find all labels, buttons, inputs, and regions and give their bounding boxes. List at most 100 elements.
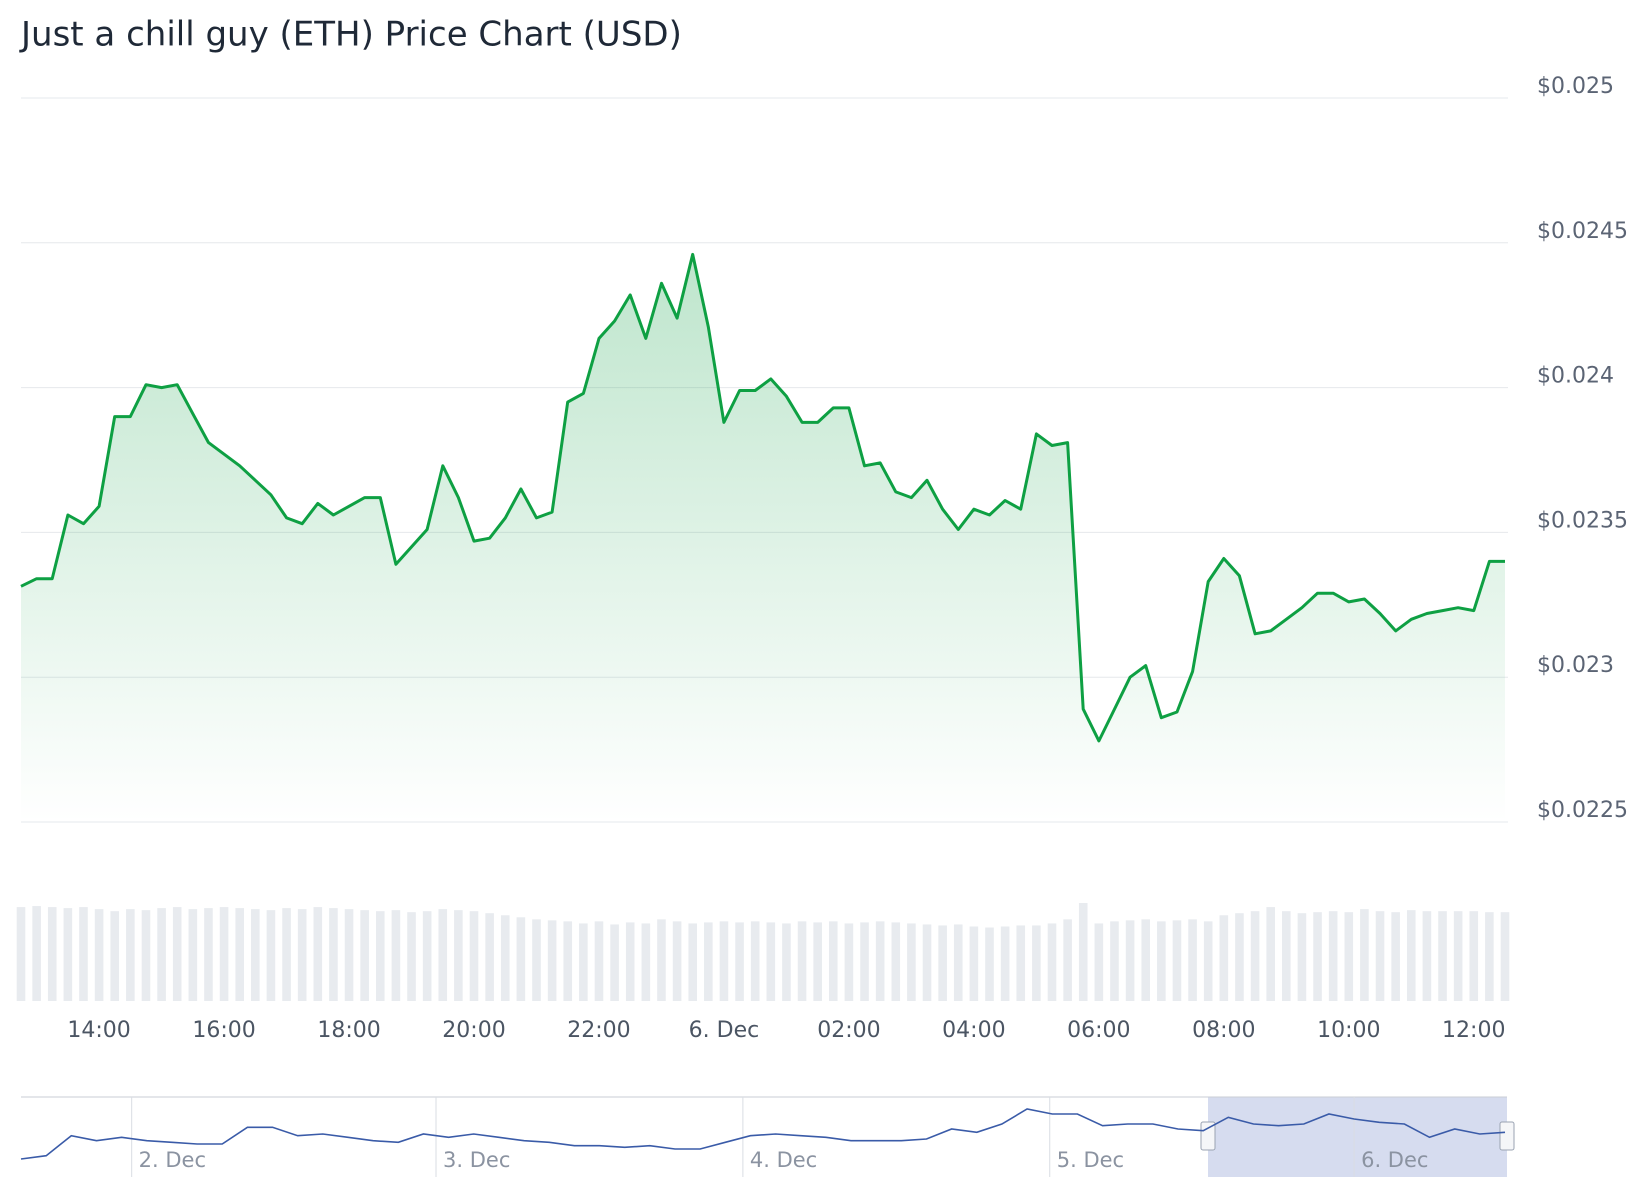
chart-title: Just a chill guy (ETH) Price Chart (USD) xyxy=(19,15,682,55)
volume-bar xyxy=(375,911,385,1001)
volume-bar xyxy=(1469,911,1479,1001)
volume-bar xyxy=(126,909,135,1001)
volume-bar xyxy=(1032,925,1041,1001)
volume-bar xyxy=(1157,921,1166,1001)
volume-bar xyxy=(454,910,463,1001)
navigator-tick-label: 5. Dec xyxy=(1057,1148,1124,1172)
volume-bar xyxy=(172,907,182,1001)
volume-bar xyxy=(719,921,729,1001)
volume-bar xyxy=(79,907,88,1001)
x-tick-label: 20:00 xyxy=(442,1018,505,1043)
x-tick-label: 18:00 xyxy=(317,1018,380,1043)
volume-bar xyxy=(1172,920,1182,1001)
volume-bar xyxy=(485,913,494,1001)
volume-bar xyxy=(813,922,822,1001)
volume-bar xyxy=(750,921,760,1001)
volume-bar xyxy=(891,922,901,1001)
volume-bar xyxy=(32,906,41,1001)
volume-bar xyxy=(1313,912,1322,1001)
volume-bar xyxy=(1235,913,1244,1001)
volume-bar xyxy=(360,910,369,1001)
volume-bar xyxy=(1094,923,1104,1001)
x-tick-label: 22:00 xyxy=(567,1018,630,1043)
x-tick-label: 08:00 xyxy=(1192,1018,1255,1043)
volume-bar xyxy=(594,921,604,1001)
volume-bar xyxy=(1391,912,1400,1001)
volume-bar xyxy=(407,912,416,1001)
volume-bar xyxy=(828,921,838,1001)
volume-bar xyxy=(1250,911,1260,1001)
navigator-handle[interactable] xyxy=(1499,1121,1515,1151)
volume-bar xyxy=(1203,921,1213,1001)
navigator-tick-label: 2. Dec xyxy=(139,1148,206,1172)
volume-bar xyxy=(1297,913,1307,1001)
volume-bar xyxy=(579,923,588,1001)
x-tick-label: 14:00 xyxy=(67,1018,130,1043)
volume-bar xyxy=(938,925,947,1001)
volume-bar xyxy=(313,907,323,1001)
volume-bar xyxy=(704,922,713,1001)
volume-bar xyxy=(1219,915,1229,1001)
volume-bar xyxy=(344,909,354,1001)
navigator-line xyxy=(20,1108,1506,1160)
volume-bar xyxy=(94,909,104,1001)
y-tick-label: $0.025 xyxy=(1537,74,1614,99)
volume-bar xyxy=(422,911,432,1001)
volume-bar xyxy=(766,922,776,1001)
volume-bar xyxy=(297,909,307,1001)
volume-bar xyxy=(47,907,57,1001)
volume-bar xyxy=(1422,911,1432,1001)
volume-bar xyxy=(1063,919,1072,1001)
volume-bar xyxy=(110,911,120,1001)
volume-bar xyxy=(1438,911,1447,1001)
volume-bar xyxy=(875,921,885,1001)
navigator-selection xyxy=(1208,1097,1507,1177)
volume-bar xyxy=(235,908,244,1001)
volume-bar xyxy=(204,908,213,1001)
navigator-handle[interactable] xyxy=(1200,1121,1216,1151)
volume-bar xyxy=(1000,926,1010,1001)
volume-bar xyxy=(907,923,916,1001)
volume-bar xyxy=(1047,923,1057,1001)
volume-bar xyxy=(922,924,932,1001)
volume-bar xyxy=(469,911,479,1001)
volume-bar xyxy=(953,924,963,1001)
volume-bar xyxy=(1078,903,1088,1001)
volume-bar xyxy=(1344,912,1354,1001)
area-fill xyxy=(21,254,1505,822)
volume-bar xyxy=(672,921,682,1001)
volume-bar xyxy=(157,908,166,1001)
volume-bar xyxy=(1141,919,1151,1001)
volume-bar xyxy=(797,921,807,1001)
volume-bar xyxy=(688,923,698,1001)
navigator-tick-label: 6. Dec xyxy=(1361,1148,1428,1172)
volume-bar xyxy=(391,910,401,1001)
volume-bar xyxy=(329,908,338,1001)
volume-bar xyxy=(282,908,291,1001)
volume-bar xyxy=(985,927,994,1001)
volume-bar xyxy=(1016,925,1026,1001)
volume-bar xyxy=(1453,911,1463,1001)
x-tick-label: 04:00 xyxy=(942,1018,1005,1043)
x-tick-label: 02:00 xyxy=(817,1018,880,1043)
volume-bar xyxy=(219,907,229,1001)
y-tick-label: $0.0225 xyxy=(1537,798,1628,823)
navigator-tick-label: 4. Dec xyxy=(750,1148,817,1172)
volume-bar xyxy=(1282,911,1291,1001)
volume-bar xyxy=(969,926,979,1001)
volume-bar xyxy=(1406,910,1416,1001)
volume-bar xyxy=(782,923,791,1001)
volume-bar xyxy=(610,924,619,1001)
volume-bar xyxy=(1485,912,1494,1001)
x-tick-label: 10:00 xyxy=(1317,1018,1380,1043)
volume-bar xyxy=(844,923,854,1001)
volume-bar xyxy=(547,920,557,1001)
x-tick-label: 16:00 xyxy=(192,1018,255,1043)
y-tick-label: $0.0245 xyxy=(1537,219,1628,244)
x-tick-label: 12:00 xyxy=(1442,1018,1505,1043)
volume-bar xyxy=(563,921,573,1001)
volume-bar xyxy=(735,922,744,1001)
navigator-tick-label: 3. Dec xyxy=(443,1148,510,1172)
volume-bar xyxy=(1125,920,1135,1001)
